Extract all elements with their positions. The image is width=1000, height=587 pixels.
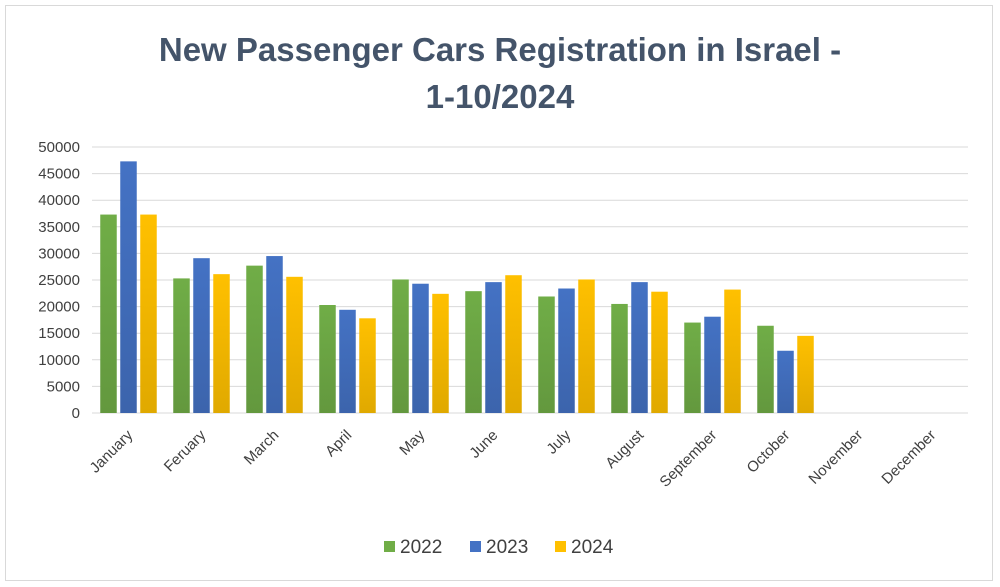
- chart-title-line2: 1-10/2024: [426, 78, 575, 115]
- bar-2024-june: [505, 275, 522, 413]
- bar-2023-september: [704, 316, 721, 413]
- y-tick-label: 10000: [38, 352, 80, 369]
- y-tick-label: 45000: [38, 166, 80, 183]
- bar-2024-january: [140, 214, 157, 413]
- y-tick-label: 35000: [38, 219, 80, 236]
- x-tick-label: Feruary: [161, 426, 210, 475]
- y-tick-label: 5000: [47, 378, 80, 395]
- y-tick-label: 20000: [38, 299, 80, 316]
- x-tick-label: April: [322, 427, 355, 460]
- chart-title-line1: New Passenger Cars Registration in Israe…: [159, 31, 841, 68]
- bar-2024-august: [651, 291, 668, 413]
- bar-2023-may: [412, 283, 429, 413]
- bar-2023-june: [485, 282, 502, 413]
- bar-2022-january: [100, 214, 117, 413]
- bar-2024-october: [797, 335, 814, 413]
- x-tick-label: November: [805, 427, 866, 488]
- bar-2022-feruary: [173, 278, 190, 413]
- legend-swatch-2023: [470, 541, 481, 552]
- y-tick-label: 40000: [38, 192, 80, 209]
- bar-2022-august: [611, 303, 628, 413]
- legend-label-2024: 2024: [571, 537, 614, 558]
- bar-2024-may: [432, 293, 449, 413]
- bar-2022-july: [538, 296, 555, 413]
- bar-2022-march: [246, 265, 263, 413]
- x-tick-label: June: [466, 427, 501, 462]
- legend-label-2022: 2022: [400, 537, 442, 558]
- legend: 2022 2023 2024: [384, 537, 614, 558]
- bar-2023-october: [777, 350, 794, 413]
- gridlines: [92, 146, 968, 414]
- bars: [100, 161, 814, 413]
- bar-2022-may: [392, 279, 409, 413]
- y-axis-ticks: 0 5000 10000 15000 20000 25000 30000 35000 40000…: [38, 139, 80, 422]
- bar-2023-january: [120, 161, 137, 413]
- bar-2023-march: [266, 256, 283, 413]
- bar-2022-june: [465, 291, 482, 413]
- legend-label-2023: 2023: [486, 537, 528, 558]
- y-tick-label: 50000: [38, 139, 80, 156]
- bar-2024-march: [286, 276, 303, 413]
- x-tick-label: December: [878, 427, 939, 488]
- y-tick-label: 30000: [38, 245, 80, 262]
- y-tick-label: 15000: [38, 325, 80, 342]
- bar-2024-april: [359, 318, 376, 413]
- x-axis-ticks: January Feruary March April May June July Augus…: [87, 426, 940, 490]
- bar-2024-feruary: [213, 274, 230, 413]
- x-tick-label: September: [656, 427, 720, 491]
- x-tick-label: March: [241, 427, 282, 468]
- bar-2023-july: [558, 288, 575, 413]
- x-tick-label: May: [396, 426, 428, 458]
- bar-2022-september: [684, 322, 701, 413]
- bar-2023-august: [631, 282, 648, 413]
- bar-2024-july: [578, 279, 595, 413]
- y-tick-label: 0: [72, 405, 80, 422]
- x-tick-label: October: [744, 427, 794, 477]
- x-tick-label: July: [543, 426, 574, 457]
- bar-2023-feruary: [193, 258, 210, 413]
- bar-2023-april: [339, 309, 356, 413]
- bar-2022-october: [757, 325, 774, 413]
- y-tick-label: 25000: [38, 272, 80, 289]
- legend-swatch-2022: [384, 541, 395, 552]
- x-tick-label: January: [87, 426, 137, 476]
- bar-2024-september: [724, 289, 741, 413]
- x-tick-label: August: [602, 426, 648, 472]
- legend-swatch-2024: [555, 541, 566, 552]
- bar-2022-april: [319, 305, 336, 413]
